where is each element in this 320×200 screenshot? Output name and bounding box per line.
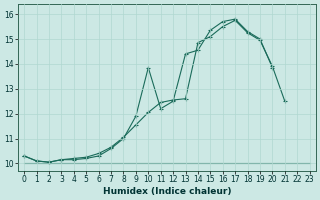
X-axis label: Humidex (Indice chaleur): Humidex (Indice chaleur): [103, 187, 231, 196]
